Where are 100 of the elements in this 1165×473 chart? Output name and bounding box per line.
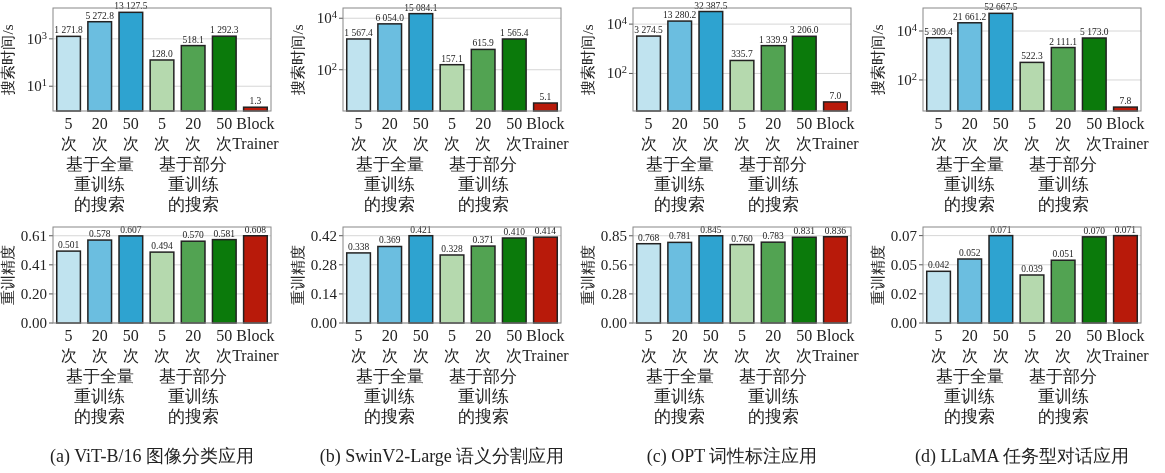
data-label: 615.9 [472,38,495,49]
x-tick-label: 20 次 [185,115,202,152]
text: 基于全量重训练的搜索 [355,367,424,426]
data-label: 0.052 [959,248,981,258]
text: (b) SwinV2-Large 语义分割应用 [319,446,565,467]
x-tick-label: 50 次 [506,115,523,152]
x-tick-label: 5 次 [444,327,460,364]
data-label: 13 127.5 [114,1,148,12]
data-label: 0.071 [990,224,1012,235]
data-label: 1 339.9 [758,34,788,45]
data-label: 0.501 [57,240,80,251]
text: 基于全量重训练的搜索 [355,155,424,214]
x-tick-label: 20 次 [475,327,492,364]
text: 基于全量重训练的搜索 [935,367,1004,426]
x-tick-label: 5 次 [734,115,750,152]
data-label: 0.783 [762,231,785,242]
data-label: 522.3 [1021,51,1043,62]
data-label: 1 292.3 [210,25,239,36]
x-tick-label: 5 次 [640,115,657,152]
text: 基于全量重训练的搜索 [645,367,714,426]
y-axis-title: 重训精度 [0,245,16,305]
x-tick-label: 5 次 [60,115,77,152]
data-label: 1 565.4 [500,27,529,38]
data-label: 52 667.5 [984,2,1018,13]
text: 基于部分重训练的搜索 [1029,155,1098,214]
x-tick-label: 5 次 [1024,115,1040,152]
x-tick-label: 5 次 [60,327,77,364]
x-tick-label: Block Trainer [522,327,570,364]
data-label: 1 567.4 [344,27,374,38]
x-tick-label: 50 次 [796,327,813,364]
x-tick-label: 50 次 [1086,327,1103,364]
y-axis-title: 重训精度 [870,245,886,305]
data-label: 0.760 [731,233,753,244]
x-tick-label: 20 次 [475,115,492,152]
data-label: 0.831 [793,226,816,237]
x-tick-label: Block Trainer [1102,115,1150,152]
data-label: 0.071 [1114,224,1137,235]
text: 基于部分重训练的搜索 [159,155,228,214]
data-label: 0.608 [244,224,267,235]
x-tick-label: 5 次 [930,327,947,364]
data-label: 0.768 [637,232,660,243]
x-tick-label: 5 次 [444,115,460,152]
x-tick-label: 50 次 [216,327,233,364]
data-label: 5 272.8 [85,10,115,21]
data-label: 0.328 [441,243,463,254]
x-tick-label: 50 次 [122,115,139,152]
text: 基于部分重训练的搜索 [739,155,808,214]
data-label: 157.1 [441,53,463,64]
data-label: 0.578 [89,229,111,240]
text: (c) OPT 词性标注应用 [646,446,818,467]
text: (a) ViT-B/16 图像分类应用 [50,446,254,467]
x-tick-label: 5 次 [1024,327,1040,364]
data-label: 518.1 [182,34,205,45]
x-tick-label: 20 次 [91,115,108,152]
x-tick-label: Block Trainer [232,115,280,152]
x-tick-label: 5 次 [154,327,170,364]
x-tick-label: 50 次 [702,327,719,364]
x-tick-label: 20 次 [671,327,688,364]
x-tick-label: 20 次 [961,327,978,364]
x-tick-label: 50 次 [122,327,139,364]
data-label: 0.607 [120,224,142,235]
data-label: 5.1 [539,92,552,103]
x-tick-label: Block Trainer [232,327,280,364]
data-label: 335.7 [731,49,753,60]
text: 基于全量重训练的搜索 [65,367,134,426]
text: 基于部分重训练的搜索 [159,367,228,426]
x-tick-label: 20 次 [961,115,978,152]
x-tick-label: 50 次 [1086,115,1103,152]
x-tick-label: Block Trainer [1102,327,1150,364]
x-tick-label: 5 次 [350,115,367,152]
x-tick-label: 20 次 [1055,327,1072,364]
text: 基于全量重训练的搜索 [935,155,1004,214]
data-label: 0.581 [213,228,236,239]
data-label: 0.845 [700,224,722,235]
text: (d) LLaMA 任务型对话应用 [915,446,1129,467]
data-label: 0.338 [347,241,370,252]
data-label: 0.421 [410,224,432,235]
y-axis-title: 搜索时间/s [870,24,886,95]
data-label: 32 387.5 [694,0,728,11]
data-label: 2 111.1 [1049,36,1078,47]
x-tick-label: 5 次 [930,115,947,152]
data-label: 7.0 [829,90,842,101]
x-tick-label: 20 次 [671,115,688,152]
y-axis-title: 搜索时间/s [290,24,306,95]
x-tick-label: Block Trainer [812,115,860,152]
y-axis-title: 重训精度 [580,245,596,305]
x-tick-label: 50 次 [412,115,429,152]
data-label: 128.0 [151,48,173,59]
data-label: 3 274.5 [634,25,664,36]
y-axis-title: 重训精度 [290,245,306,305]
text: 基于部分重训练的搜索 [449,155,518,214]
x-tick-label: 20 次 [1055,115,1072,152]
text: 基于部分重训练的搜索 [1029,367,1098,426]
text: 基于部分重训练的搜索 [449,367,518,426]
data-label: 0.042 [927,260,950,271]
x-tick-label: 50 次 [992,327,1009,364]
x-tick-label: 50 次 [796,115,813,152]
data-label: 0.070 [1083,225,1106,236]
data-label: 0.371 [472,235,495,246]
text: 基于全量重训练的搜索 [645,155,714,214]
